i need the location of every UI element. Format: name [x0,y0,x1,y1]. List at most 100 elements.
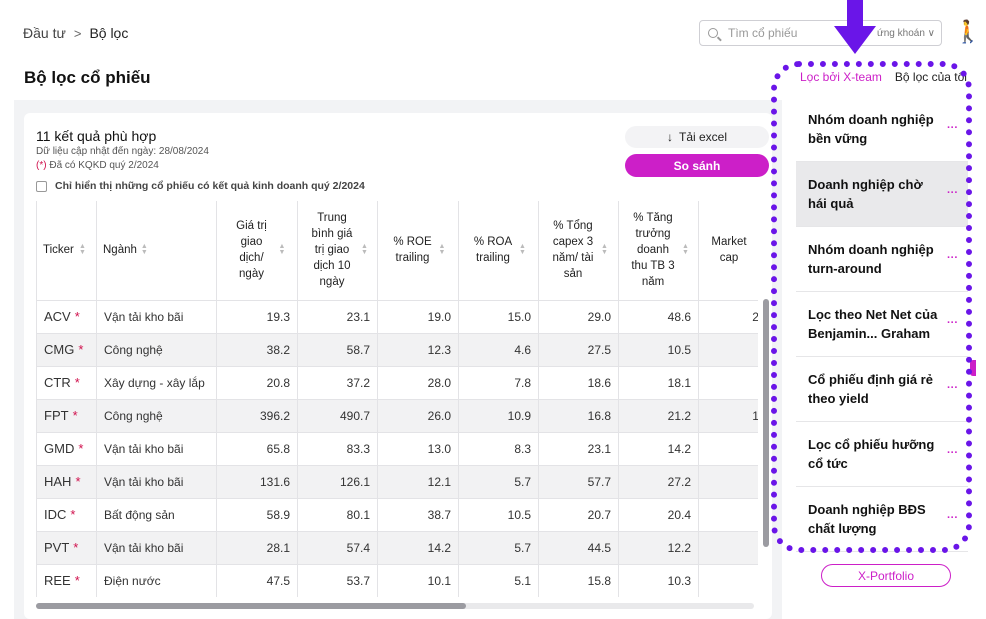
growth-cell: 18.1 [618,365,699,400]
ticker-cell[interactable]: ACV * [36,299,97,334]
filter-tabs: Lọc bởi X-team Bộ lọc của tôi [800,70,967,84]
ticker-cell[interactable]: IDC * [36,497,97,532]
sort-icon[interactable]: ▲ ▼ [438,243,446,257]
avg10-cell: 37.2 [297,365,378,400]
column-header-mcap[interactable]: Market cap [698,201,758,301]
capex-cell: 23.1 [538,431,619,466]
column-header-roe[interactable]: % ROE trailing▲ ▼ [377,201,459,301]
ticker-cell[interactable]: CTR * [36,365,97,400]
sort-icon[interactable]: ▲ ▼ [361,243,368,257]
more-options-icon[interactable]: ··· [947,447,958,459]
growth-cell: 12.2 [618,530,699,565]
avg10-cell: 126.1 [297,464,378,499]
filter-item[interactable]: Nhóm doanh nghiệp bền vững ··· [796,97,968,162]
roe-cell: 10.1 [377,563,459,597]
column-header-growth[interactable]: % Tăng trưởng doanh thu TB 3 năm▲ ▼ [618,201,699,301]
mcap-cell: 24,93 [698,431,758,466]
compare-button[interactable]: So sánh [625,154,769,177]
ticker-cell[interactable]: FPT * [36,398,97,433]
mcap-cell: 5,00 [698,464,758,499]
sort-icon[interactable]: ▲ ▼ [682,243,689,257]
table-row[interactable]: GMD * Vận tải kho bãi 65.8 83.3 13.0 8.3 23.1 14… [36,431,758,466]
ticker-cell[interactable]: HAH * [36,464,97,499]
filter-item-label: Lọc theo Net Net của Benjamin... Graham [808,307,938,341]
ticker-cell[interactable]: CMG * [36,332,97,367]
q2-result-marker: * [72,408,78,423]
more-options-icon[interactable]: ··· [947,382,958,394]
value-cell: 47.5 [216,563,298,597]
growth-cell: 10.3 [618,563,699,597]
breadcrumb-parent[interactable]: Đầu tư [23,25,66,41]
page-title: Bộ lọc cổ phiếu [24,68,151,87]
more-options-icon[interactable]: ··· [947,512,958,524]
roa-cell: 15.0 [458,299,539,334]
q2-result-marker: * [73,540,79,555]
vertical-scrollbar-thumb[interactable] [763,299,769,547]
ticker-cell[interactable]: GMD * [36,431,97,466]
column-header-avg10[interactable]: Trung bình giá trị giao dịch 10 ngày▲ ▼ [297,201,378,301]
sort-icon[interactable]: ▲ ▼ [140,243,148,257]
results-table-scroll[interactable]: Ticker ▲ ▼ Ngành ▲ ▼ Giá trị giao dịch/ ngày… [36,201,758,597]
download-arrow-icon: ↓ [666,130,673,144]
table-row[interactable]: FPT * Công nghệ 396.2 490.7 26.0 10.9 16.8 21.2 1… [36,398,758,433]
filter-item[interactable]: Lọc cổ phiếu hưỡng cổ tức ··· [796,422,968,487]
more-options-icon[interactable]: ··· [947,187,958,199]
capex-cell: 15.8 [538,563,619,597]
download-excel-button[interactable]: ↓ Tải excel [625,126,769,148]
update-date: Dữ liệu cập nhật đến ngày: 28/08/2024 [36,146,209,157]
value-cell: 38.2 [216,332,298,367]
exchange-select[interactable]: ứng khoán ∨ [877,27,935,39]
quarter-filter-checkbox[interactable] [36,180,47,192]
tab-xteam-filters[interactable]: Lọc bởi X-team [800,70,882,84]
quarter-filter-row[interactable]: Chỉ hiển thị những cổ phiếu có kết quả k… [36,180,365,192]
ticker-cell[interactable]: REE * [36,563,97,597]
value-cell: 28.1 [216,530,298,565]
column-header-ticker[interactable]: Ticker ▲ ▼ [36,201,97,301]
capex-cell: 20.7 [538,497,619,532]
tab-my-filters[interactable]: Bộ lọc của tôi [894,70,967,84]
mcap-cell: 14,52 [698,365,758,400]
roa-cell: 10.5 [458,497,539,532]
filter-item[interactable]: Cổ phiếu định giá rẻ theo yield ··· [796,357,968,422]
table-row[interactable]: REE*Điện nước47.553.710.15.115.810.332,4… [36,563,758,597]
table-row[interactable]: HAH * Vận tải kho bãi 131.6 126.1 12.1 5.7 57.7… [36,464,758,499]
sort-icon[interactable]: ▲ ▼ [278,243,286,257]
column-header-roa[interactable]: % ROA trailing▲ ▼ [458,201,539,301]
column-header-capex[interactable]: % Tổng capex 3 năm/ tài sản▲ ▼ [538,201,619,301]
filter-item[interactable]: Nhóm doanh nghiệp turn-around ··· [796,227,968,292]
sector-cell: Công nghệ [96,398,217,433]
q2-result-marker: * [78,342,84,357]
more-options-icon[interactable]: ··· [947,252,958,264]
horizontal-scrollbar-thumb[interactable] [36,603,466,609]
sort-icon[interactable]: ▲ ▼ [519,243,526,257]
roa-cell: 8.3 [458,431,539,466]
sort-icon[interactable]: ▲ ▼ [601,243,608,257]
x-portfolio-button[interactable]: X-Portfolio [821,564,951,587]
horizontal-scrollbar[interactable] [36,603,754,609]
column-header-sector[interactable]: Ngành ▲ ▼ [96,201,217,301]
more-options-icon[interactable]: ··· [947,122,958,134]
breadcrumb-separator-icon: > [73,25,82,41]
filter-item-label: Cổ phiếu định giá rẻ theo yield [808,372,933,406]
filter-item[interactable]: Lọc theo Net Net của Benjamin... Graham ·… [796,292,968,357]
filter-item-label: Nhóm doanh nghiệp bền vững [808,112,934,146]
walking-person-icon[interactable]: 🚶 [954,19,982,44]
q2-result-marker: * [74,309,80,324]
ticker-cell[interactable]: PVT * [36,530,97,565]
table-row[interactable]: PVT * Vận tải kho bãi 28.1 57.4 14.2 5.7 44.5 12… [36,530,758,565]
table-row[interactable]: ACV * Vận tải kho bãi 19.3 23.1 19.0 15.0 29.0 4… [36,299,758,334]
search-input[interactable]: Tìm cổ phiếu ứng khoán ∨ [699,20,942,46]
table-row[interactable]: IDC * Bất động sản 58.9 80.1 38.7 10.5 20.7 20.4… [36,497,758,532]
column-header-value[interactable]: Giá trị giao dịch/ ngày▲ ▼ [216,201,298,301]
capex-cell: 29.0 [538,299,619,334]
mcap-cell: 19,89 [698,497,758,532]
mcap-cell: 9,99 [698,332,758,367]
top-bar: Đầu tư > Bộ lọc Tìm cổ phiếu ứng khoán ∨… [0,0,986,66]
more-options-icon[interactable]: ··· [947,317,958,329]
filter-item[interactable]: Doanh nghiệp BĐS chất lượng ··· [796,487,968,552]
filter-item[interactable]: Doanh nghiệp chờ hái quả ··· [796,162,968,227]
sort-icon[interactable]: ▲ ▼ [79,243,86,257]
table-row[interactable]: CTR * Xây dựng - xây lắp 20.8 37.2 28.0 7.8 18.… [36,365,758,400]
growth-cell: 14.2 [618,431,699,466]
